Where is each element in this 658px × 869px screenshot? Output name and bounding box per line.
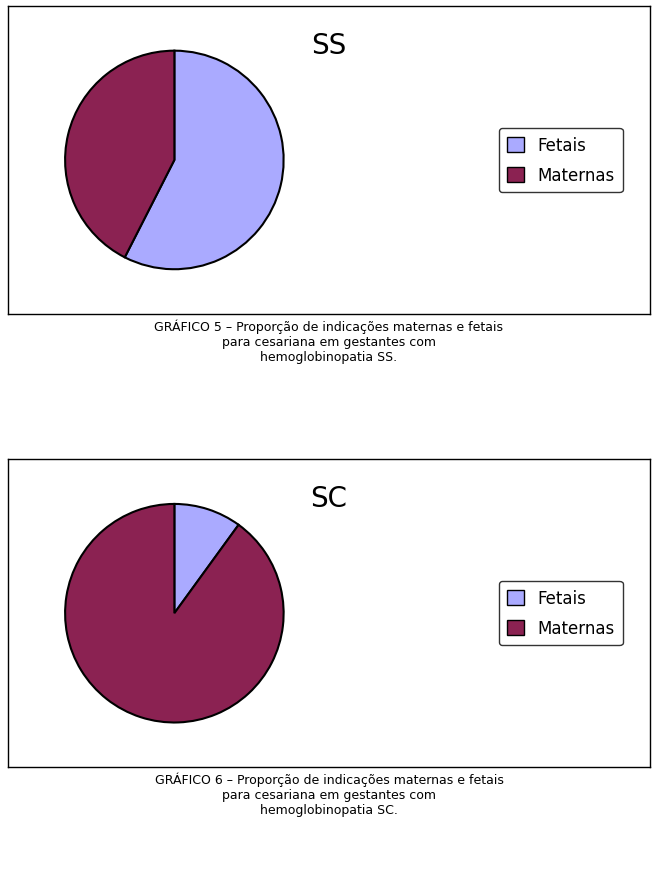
Wedge shape (125, 51, 284, 270)
Wedge shape (174, 504, 239, 614)
Wedge shape (65, 504, 284, 723)
Text: GRÁFICO 6 – Proporção de indicações maternas e fetais
para cesariana em gestante: GRÁFICO 6 – Proporção de indicações mate… (155, 772, 503, 816)
Legend: Fetais, Maternas: Fetais, Maternas (499, 129, 622, 193)
Legend: Fetais, Maternas: Fetais, Maternas (499, 581, 622, 646)
Wedge shape (65, 51, 174, 258)
Text: SC: SC (311, 484, 347, 513)
Text: SS: SS (311, 31, 347, 60)
Text: GRÁFICO 5 – Proporção de indicações maternas e fetais
para cesariana em gestante: GRÁFICO 5 – Proporção de indicações mate… (155, 319, 503, 363)
